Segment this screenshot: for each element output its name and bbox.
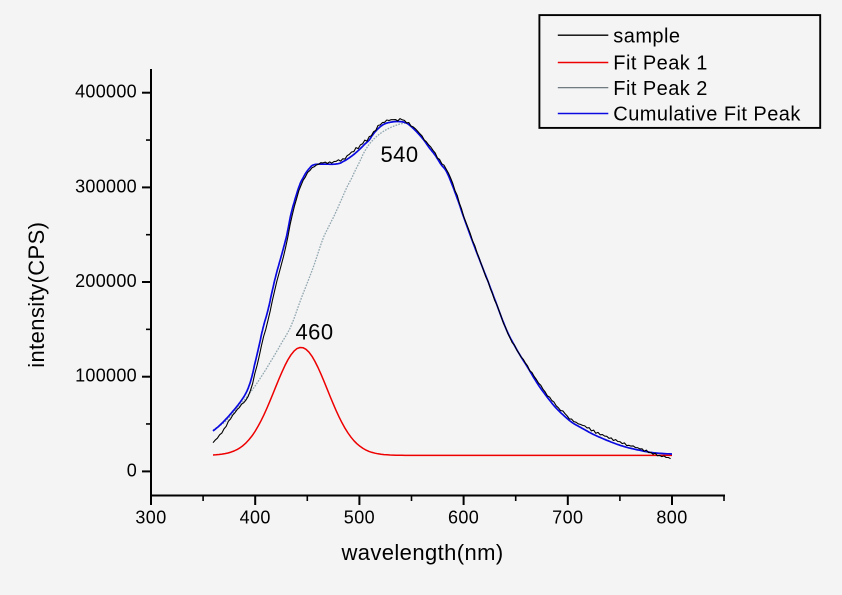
svg-text:400000: 400000 (75, 82, 137, 102)
svg-text:Cumulative Fit Peak: Cumulative Fit Peak (613, 104, 801, 126)
svg-text:Fit Peak 1: Fit Peak 1 (613, 53, 708, 75)
svg-text:600: 600 (448, 508, 479, 528)
svg-text:540: 540 (381, 142, 419, 167)
svg-text:wavelength(nm): wavelength(nm) (340, 540, 503, 565)
svg-text:400: 400 (240, 508, 271, 528)
svg-text:500: 500 (344, 508, 375, 528)
svg-text:300000: 300000 (75, 176, 137, 196)
svg-text:sample: sample (613, 25, 680, 47)
svg-text:0: 0 (127, 460, 137, 480)
svg-text:700: 700 (552, 508, 583, 528)
svg-text:Fit Peak 2: Fit Peak 2 (613, 78, 708, 100)
svg-text:460: 460 (296, 320, 334, 345)
svg-text:100000: 100000 (75, 366, 137, 386)
svg-text:800: 800 (656, 508, 687, 528)
svg-text:300: 300 (135, 508, 166, 528)
svg-text:intensity(CPS): intensity(CPS) (24, 222, 49, 368)
svg-text:200000: 200000 (75, 271, 137, 291)
